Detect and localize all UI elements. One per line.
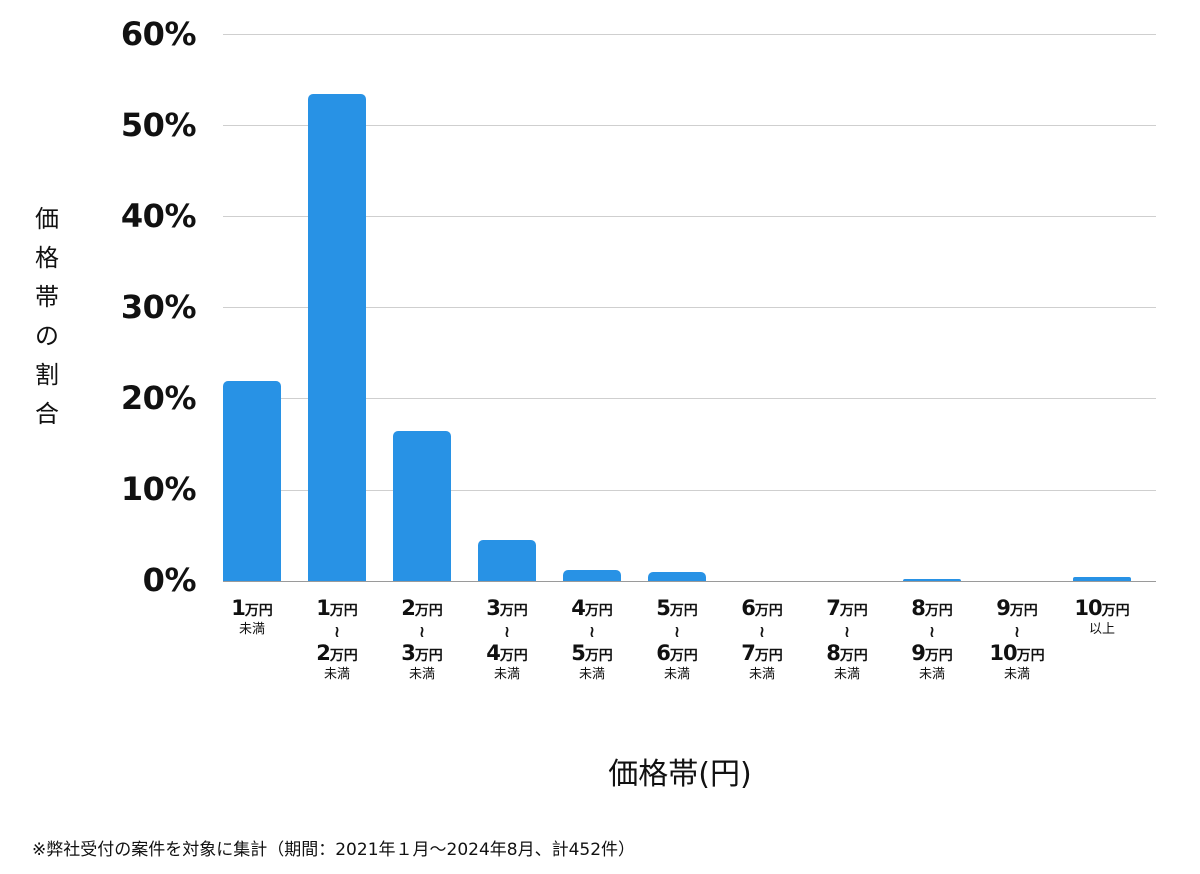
range-tilde: ≀ [419, 622, 425, 641]
x-category-label: 10万円以上 [1060, 596, 1144, 636]
category-amount: 4万円 [486, 641, 528, 665]
y-axis-title-char: 価 [35, 205, 59, 233]
x-category-label: 1万円未満 [210, 596, 294, 636]
range-tilde: ≀ [504, 622, 510, 641]
range-tilde: ≀ [674, 622, 680, 641]
category-amount: 8万円 [826, 641, 868, 665]
y-axis-title-char: 格 [35, 244, 59, 272]
category-amount: 6万円 [656, 641, 698, 665]
x-category-label: 7万円 ≀ 8万円未満 [805, 596, 889, 681]
bar [393, 431, 451, 581]
y-axis-title: 価 格 帯 の 割 合 [30, 200, 64, 434]
x-axis-line [223, 581, 1156, 582]
category-amount: 6万円 [741, 596, 783, 620]
y-tick-label: 50% [120, 106, 197, 144]
x-axis-title: 価格帯(円) [608, 757, 752, 792]
category-amount: 7万円 [826, 596, 868, 620]
category-amount: 2万円 [401, 596, 443, 620]
x-category-label: 8万円 ≀ 9万円未満 [890, 596, 974, 681]
category-amount: 4万円 [571, 596, 613, 620]
bar [903, 579, 961, 581]
gridline [223, 125, 1156, 126]
category-amount: 3万円 [401, 641, 443, 665]
y-axis-title-char: 帯 [35, 283, 59, 311]
bar [563, 570, 621, 581]
category-amount: 9万円 [911, 641, 953, 665]
y-axis-title-char: の [35, 322, 59, 350]
range-tilde: ≀ [929, 622, 935, 641]
category-suffix: 未満 [578, 667, 605, 682]
range-tilde: ≀ [1014, 622, 1020, 641]
category-suffix: 以上 [1088, 622, 1115, 637]
category-amount: 1万円 [231, 596, 273, 620]
x-category-label: 2万円 ≀ 3万円未満 [380, 596, 464, 681]
category-amount: 7万円 [741, 641, 783, 665]
range-tilde: ≀ [589, 622, 595, 641]
category-suffix: 未満 [663, 667, 690, 682]
gridline [223, 216, 1156, 217]
x-category-label: 3万円 ≀ 4万円未満 [465, 596, 549, 681]
y-tick-label: 60% [120, 15, 197, 53]
category-amount: 5万円 [656, 596, 698, 620]
category-suffix: 未満 [408, 667, 435, 682]
category-amount: 2万円 [316, 641, 358, 665]
y-tick-label: 20% [120, 379, 197, 417]
bar [223, 381, 281, 581]
x-category-label: 6万円 ≀ 7万円未満 [720, 596, 804, 681]
bar [1073, 577, 1131, 581]
range-tilde: ≀ [334, 622, 340, 641]
bar [648, 572, 706, 581]
x-category-label: 4万円 ≀ 5万円未満 [550, 596, 634, 681]
gridline [223, 490, 1156, 491]
x-category-label: 1万円 ≀ 2万円未満 [295, 596, 379, 681]
x-category-label: 5万円 ≀ 6万円未満 [635, 596, 719, 681]
category-amount: 8万円 [911, 596, 953, 620]
y-tick-label: 30% [120, 288, 197, 326]
y-axis-title-char: 割 [35, 361, 59, 389]
gridline [223, 34, 1156, 35]
y-tick-label: 0% [142, 561, 197, 599]
category-amount: 1万円 [316, 596, 358, 620]
range-tilde: ≀ [844, 622, 850, 641]
category-amount: 5万円 [571, 641, 613, 665]
category-amount: 10万円 [989, 641, 1045, 665]
category-amount: 3万円 [486, 596, 528, 620]
category-suffix: 未満 [493, 667, 520, 682]
x-category-label: 9万円 ≀ 10万円未満 [975, 596, 1059, 681]
y-tick-label: 40% [120, 197, 197, 235]
category-suffix: 未満 [1003, 667, 1030, 682]
category-amount: 10万円 [1074, 596, 1130, 620]
y-tick-label: 10% [120, 470, 197, 508]
bar [478, 540, 536, 581]
category-suffix: 未満 [323, 667, 350, 682]
range-tilde: ≀ [759, 622, 765, 641]
category-amount: 9万円 [996, 596, 1038, 620]
category-suffix: 未満 [238, 622, 265, 637]
category-suffix: 未満 [833, 667, 860, 682]
y-axis-title-char: 合 [35, 400, 59, 428]
gridline [223, 307, 1156, 308]
gridline [223, 398, 1156, 399]
category-suffix: 未満 [918, 667, 945, 682]
category-suffix: 未満 [748, 667, 775, 682]
bar [308, 94, 366, 581]
footnote: ※弊社受付の案件を対象に集計（期間：2021年１月〜2024年8月、計452件） [32, 840, 636, 860]
